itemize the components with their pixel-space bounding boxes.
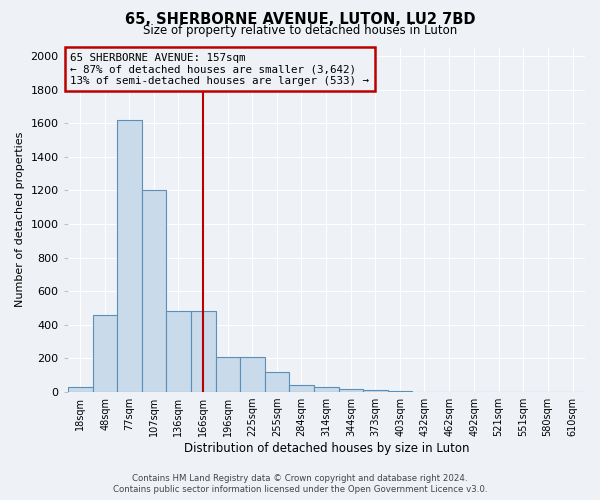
Bar [191,312,216,392]
Text: Size of property relative to detached houses in Luton: Size of property relative to detached ho… [143,24,457,37]
Bar [265,372,289,392]
Bar [289,386,314,392]
Bar [92,315,117,392]
Bar [117,120,142,392]
Bar [216,357,240,392]
Text: 65, SHERBORNE AVENUE, LUTON, LU2 7BD: 65, SHERBORNE AVENUE, LUTON, LU2 7BD [125,12,475,28]
X-axis label: Distribution of detached houses by size in Luton: Distribution of detached houses by size … [184,442,469,455]
Bar [142,190,166,392]
Y-axis label: Number of detached properties: Number of detached properties [15,132,25,308]
Bar [240,357,265,392]
Bar [166,312,191,392]
Bar [339,388,364,392]
Bar [68,387,92,392]
Bar [388,391,412,392]
Bar [364,390,388,392]
Bar [314,387,339,392]
Text: Contains HM Land Registry data © Crown copyright and database right 2024.
Contai: Contains HM Land Registry data © Crown c… [113,474,487,494]
Text: 65 SHERBORNE AVENUE: 157sqm
← 87% of detached houses are smaller (3,642)
13% of : 65 SHERBORNE AVENUE: 157sqm ← 87% of det… [70,52,369,86]
